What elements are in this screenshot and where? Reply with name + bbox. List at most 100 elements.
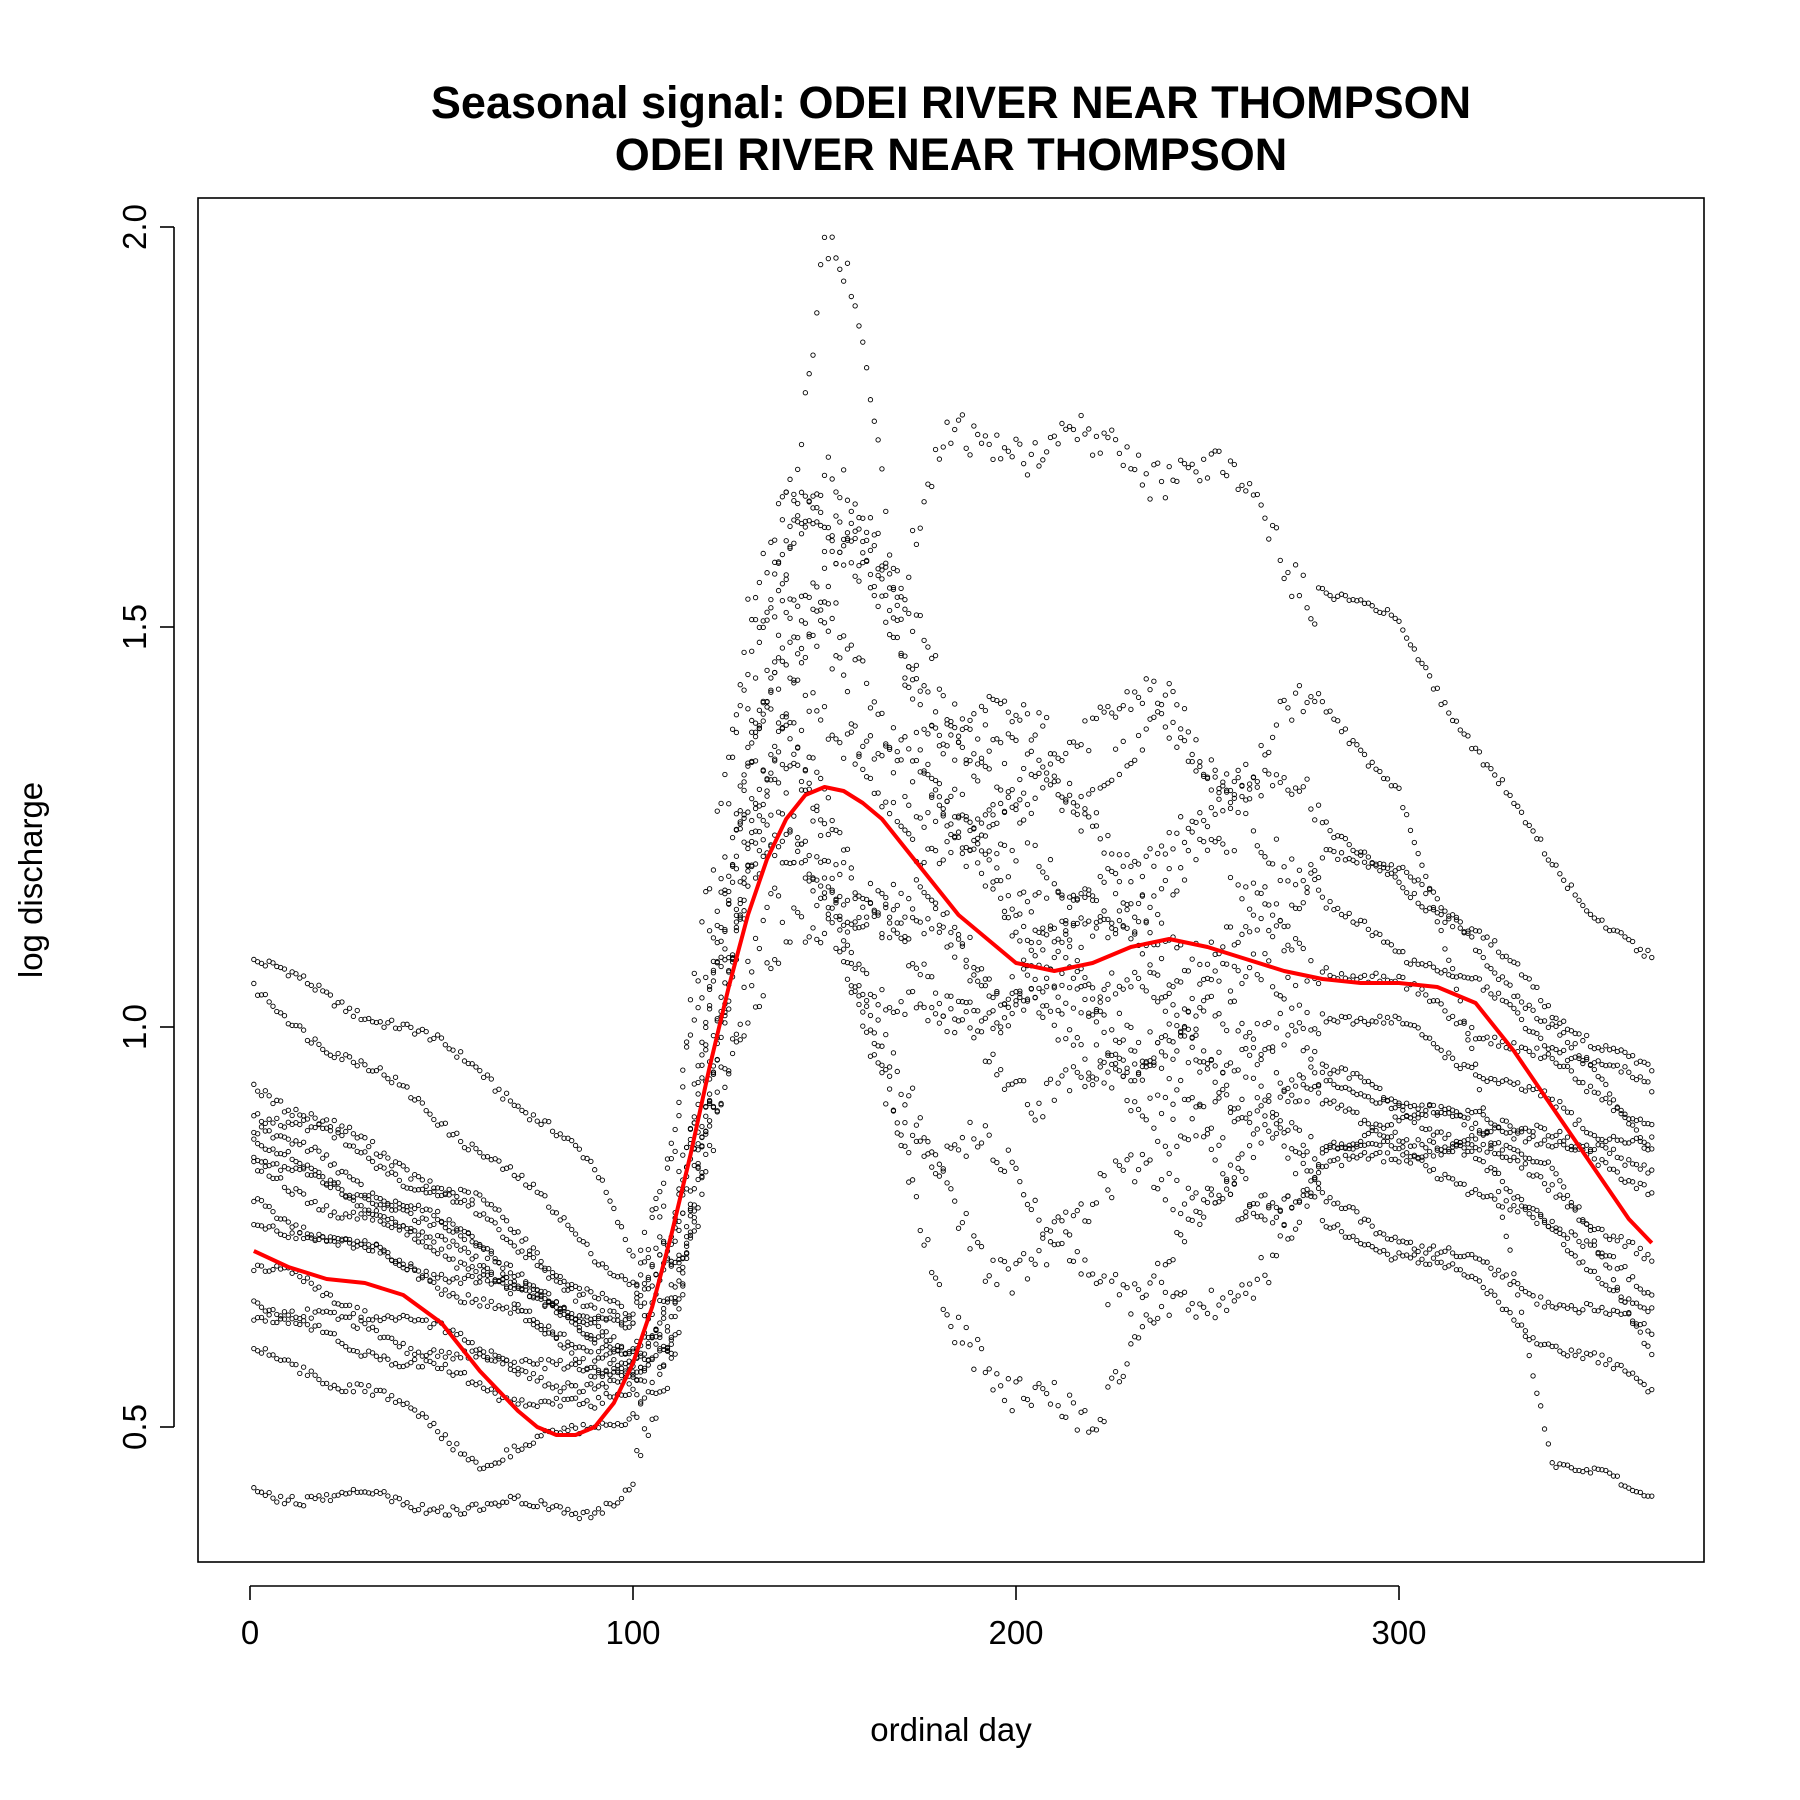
- observation-point: [783, 722, 789, 728]
- observation-point: [680, 1210, 686, 1216]
- observation-point: [657, 1252, 663, 1258]
- observation-point: [1001, 908, 1008, 914]
- observation-point: [419, 1100, 425, 1106]
- observation-point: [1258, 742, 1264, 749]
- observation-point: [1557, 1192, 1563, 1198]
- observation-point: [1132, 1078, 1138, 1084]
- observation-point: [1128, 936, 1134, 942]
- observation-point: [1093, 810, 1100, 816]
- observation-point: [1101, 879, 1107, 885]
- observation-point: [1419, 881, 1425, 888]
- observation-point: [1220, 1196, 1226, 1202]
- observation-point: [1472, 1144, 1479, 1151]
- observation-point: [1607, 1236, 1613, 1243]
- observation-point: [592, 1340, 598, 1346]
- observation-point: [1109, 427, 1115, 433]
- observation-point: [959, 943, 966, 949]
- observation-point: [274, 1133, 280, 1139]
- observation-point: [913, 877, 920, 883]
- observation-point: [806, 780, 812, 786]
- observation-point: [756, 707, 763, 713]
- observation-point: [1212, 774, 1218, 780]
- observation-point: [584, 1398, 590, 1404]
- observation-point: [634, 1369, 640, 1375]
- observation-point: [438, 1185, 445, 1192]
- observation-point: [1400, 864, 1406, 871]
- observation-point: [676, 1227, 682, 1234]
- observation-point: [251, 956, 257, 963]
- observation-point: [381, 1024, 387, 1030]
- observation-point: [814, 519, 820, 525]
- observation-point: [814, 807, 820, 814]
- observation-point: [844, 846, 851, 852]
- observation-point: [350, 1323, 357, 1329]
- observation-point: [626, 1247, 632, 1253]
- observation-point: [1396, 1159, 1402, 1165]
- observation-point: [1135, 1069, 1142, 1076]
- observation-point: [1254, 927, 1260, 933]
- observation-point: [775, 728, 782, 735]
- observation-point: [898, 890, 904, 897]
- observation-point: [737, 783, 743, 789]
- observation-point: [588, 1336, 594, 1342]
- observation-point: [1139, 951, 1146, 957]
- observation-point: [879, 1069, 885, 1076]
- observation-point: [1158, 478, 1165, 485]
- observation-point: [1614, 1238, 1620, 1244]
- observation-point: [511, 1359, 517, 1365]
- observation-point: [1193, 1314, 1199, 1320]
- observation-point: [1047, 1008, 1054, 1014]
- observation-point: [649, 1334, 655, 1340]
- observation-point: [1147, 904, 1153, 911]
- observation-point: [1319, 1061, 1326, 1067]
- observation-point: [929, 1164, 935, 1170]
- observation-point: [818, 261, 824, 268]
- observation-point: [699, 919, 705, 925]
- observation-point: [454, 1351, 460, 1357]
- observation-point: [1561, 1105, 1567, 1111]
- observation-point: [1021, 966, 1027, 972]
- observation-point: [821, 620, 828, 626]
- observation-point: [967, 1119, 973, 1126]
- observation-point: [1189, 995, 1195, 1002]
- observation-point: [975, 1336, 981, 1343]
- observation-point: [377, 1153, 383, 1160]
- observation-point: [400, 1340, 406, 1347]
- observation-point: [749, 648, 755, 654]
- observation-point: [1614, 1169, 1620, 1175]
- observation-point: [936, 1020, 943, 1026]
- observation-point: [745, 744, 751, 751]
- observation-point: [1243, 923, 1249, 930]
- observation-point: [369, 1068, 376, 1074]
- observation-point: [1201, 1214, 1207, 1220]
- observation-point: [1511, 993, 1517, 1000]
- observation-point: [760, 853, 766, 859]
- observation-point: [1009, 847, 1015, 854]
- observation-point: [860, 1009, 866, 1015]
- observation-point: [1005, 731, 1011, 737]
- observation-point: [680, 1152, 686, 1158]
- observation-point: [729, 1036, 736, 1042]
- observation-point: [1377, 1100, 1383, 1106]
- observation-point: [327, 1309, 334, 1316]
- observation-point: [331, 1331, 337, 1337]
- observation-point: [1089, 715, 1096, 721]
- observation-point: [1392, 1105, 1398, 1111]
- observation-point: [1109, 710, 1115, 716]
- observation-point: [442, 1221, 448, 1227]
- observation-point: [1093, 1427, 1100, 1433]
- observation-point: [615, 1369, 621, 1376]
- observation-point: [1392, 1255, 1398, 1261]
- observation-point: [1568, 1199, 1575, 1206]
- observation-point: [1178, 814, 1184, 820]
- observation-point: [507, 1239, 514, 1245]
- observation-point: [1346, 1156, 1352, 1162]
- observation-point: [1476, 1087, 1483, 1093]
- observation-point: [1043, 449, 1050, 455]
- observation-point: [1304, 1045, 1310, 1051]
- observation-point: [1143, 1117, 1149, 1123]
- observation-point: [760, 550, 766, 557]
- observation-point: [251, 1485, 257, 1491]
- observation-point: [1484, 1034, 1490, 1040]
- observation-point: [1296, 940, 1303, 946]
